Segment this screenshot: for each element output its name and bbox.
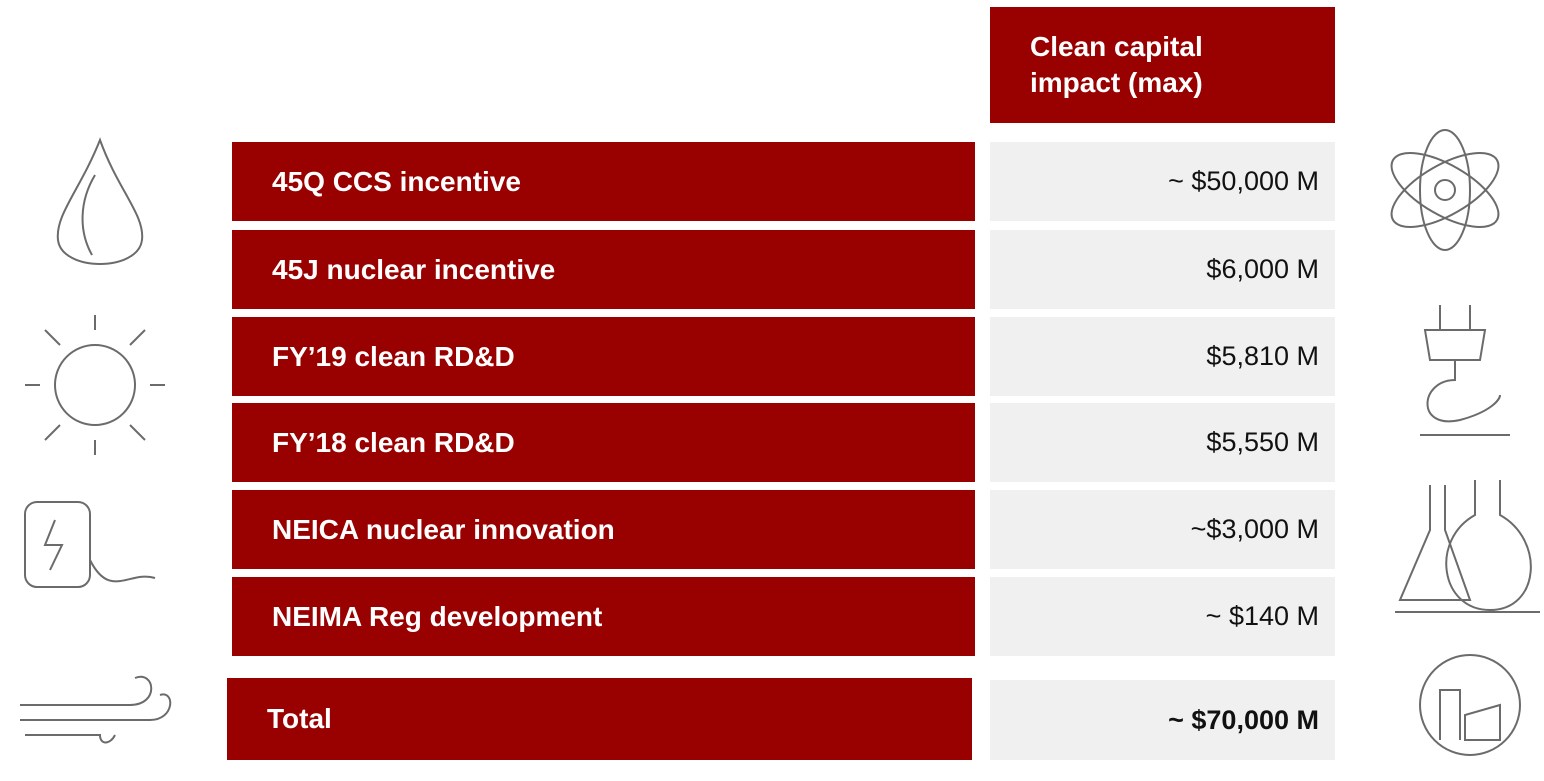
row-value: $5,550 M: [990, 403, 1335, 482]
row-label: FY’19 clean RD&D: [232, 317, 975, 396]
row-value: $5,810 M: [990, 317, 1335, 396]
row-label: FY’18 clean RD&D: [232, 403, 975, 482]
column-header: Clean capital impact (max): [990, 7, 1335, 123]
factory-icon: [1419, 654, 1521, 756]
row-label: NEICA nuclear innovation: [232, 490, 975, 569]
column-header-text: Clean capital impact (max): [1030, 31, 1203, 98]
plug-box-lines: [43, 519, 156, 583]
flask-icon: [1395, 480, 1540, 613]
drop-icon: [56, 137, 144, 265]
plug-box-icon: [24, 501, 91, 588]
row-label: 45J nuclear incentive: [232, 230, 975, 309]
sun-rays: [25, 315, 165, 455]
row-value: ~ $50,000 M: [990, 142, 1335, 221]
drop-icon-shade: [81, 174, 96, 256]
row-value: ~$3,000 M: [990, 490, 1335, 569]
row-value: ~ $140 M: [990, 577, 1335, 656]
sun-icon: [54, 344, 136, 426]
atom-icon: [1390, 152, 1500, 228]
total-label: Total: [227, 678, 972, 760]
atom-orbit: [1419, 129, 1471, 251]
row-label: 45Q CCS incentive: [232, 142, 975, 221]
atom-core: [1434, 179, 1456, 201]
wind-icon: [20, 675, 172, 744]
factory-lines: [1439, 689, 1501, 741]
row-label: NEIMA Reg development: [232, 577, 975, 656]
plug-icon: [1420, 305, 1510, 436]
row-value: $6,000 M: [990, 230, 1335, 309]
total-value: ~ $70,000 M: [990, 680, 1335, 760]
atom-orbit: [1390, 152, 1500, 228]
